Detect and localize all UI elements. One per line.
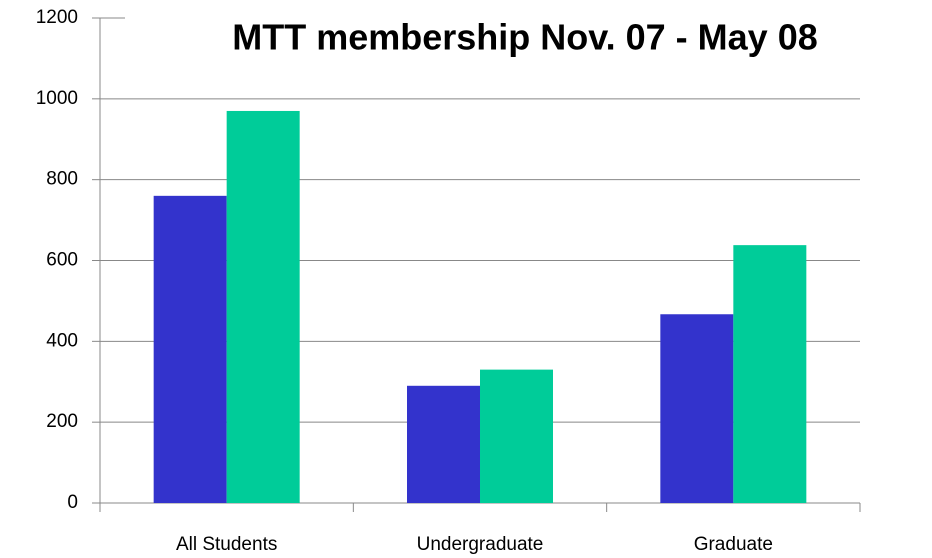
bars [153,110,807,504]
y-tick-label: 800 [46,169,78,190]
y-tick-label: 200 [46,411,78,432]
y-tick-label: 600 [46,250,78,271]
x-tick-label: All Students [176,534,277,555]
bar [226,110,300,503]
x-tick-label: Graduate [694,534,773,555]
x-tick-label: Undergraduate [417,534,544,555]
y-tick-label: 400 [46,330,78,351]
bar [733,245,807,503]
bar [407,385,480,503]
y-tick-label: 0 [67,492,78,513]
y-tick-label: 1000 [36,88,78,109]
chart-title: MTT membership Nov. 07 - May 08 [232,17,818,58]
bar [153,195,227,504]
bar [660,314,734,503]
bar [480,369,553,503]
y-tick-label: 1200 [36,7,78,28]
title-background [125,0,925,72]
